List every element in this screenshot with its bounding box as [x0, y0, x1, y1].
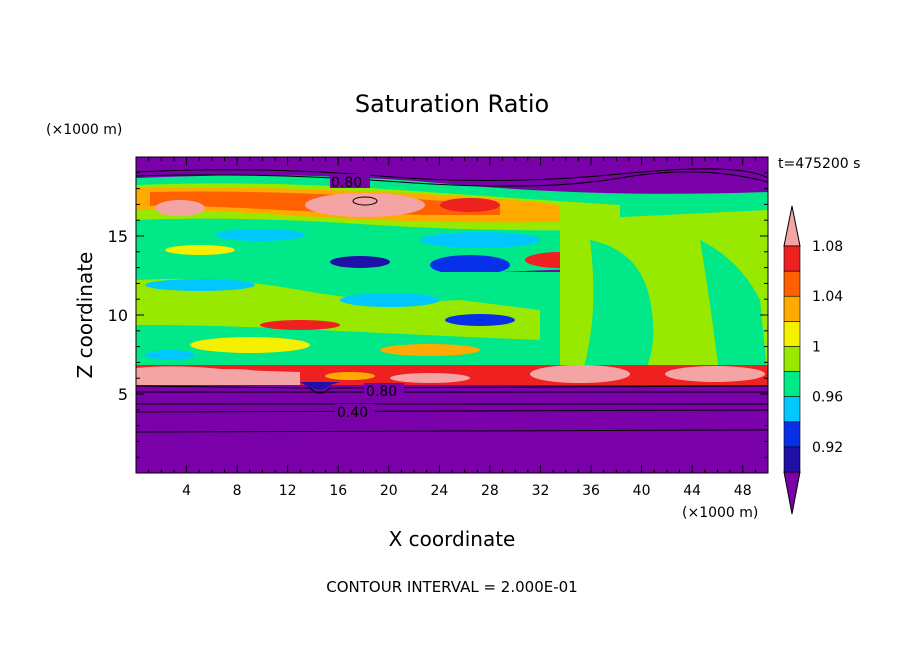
contour-interval-note: CONTOUR INTERVAL = 2.000E-01 [326, 578, 577, 596]
chart-title: Saturation Ratio [355, 90, 549, 118]
colorbar-segment [783, 295, 801, 322]
colorbar-segment [783, 446, 801, 473]
x-axis: 4 8 12 16 20 24 28 32 36 40 44 48 [148, 157, 756, 499]
y-unit-label: (×1000 m) [46, 122, 122, 138]
field-layers [136, 157, 768, 473]
colorbar-segment [783, 245, 801, 272]
y-axis: 5 10 15 [108, 172, 768, 458]
contour-labels: 0.80 0.80 0.40 [330, 174, 404, 421]
contour-label-top: 0.80 [331, 175, 362, 191]
colorbar-segment [783, 396, 801, 423]
x-axis-title: X coordinate [389, 527, 516, 551]
x-tick-label: 32 [532, 483, 550, 499]
colorbar-segment [783, 346, 801, 372]
y-tick-label: 10 [108, 306, 128, 325]
colorbar-segment [783, 421, 801, 448]
x-tick-label: 24 [430, 483, 448, 499]
x-tick-label: 16 [329, 483, 347, 499]
x-tick-label: 4 [182, 483, 191, 499]
contour-label-mid: 0.80 [366, 384, 397, 400]
colorbar: 0.92 0.96 1 1.04 1.08 [783, 205, 843, 515]
colorbar-level-label: 1.04 [812, 289, 843, 305]
time-label: t=475200 s [778, 156, 860, 172]
x-tick-label: 8 [233, 483, 242, 499]
colorbar-max-arrow [783, 205, 801, 247]
y-tick-label: 15 [108, 227, 128, 246]
contour-label-low: 0.40 [337, 405, 368, 421]
x-unit-label: (×1000 m) [682, 505, 758, 521]
x-tick-label: 12 [279, 483, 297, 499]
x-tick-label: 28 [481, 483, 499, 499]
colorbar-level-label: 0.92 [812, 440, 843, 456]
colorbar-level-label: 1.08 [812, 239, 843, 255]
colorbar-segment [783, 321, 801, 347]
colorbar-level-label: 1 [812, 339, 821, 355]
x-tick-label: 36 [582, 483, 600, 499]
contour-lines [135, 168, 769, 433]
colorbar-segment [783, 270, 801, 297]
x-tick-label: 40 [633, 483, 651, 499]
x-tick-label: 48 [734, 483, 752, 499]
y-tick-label: 5 [118, 385, 128, 404]
colorbar-min-arrow [783, 471, 801, 515]
x-tick-label: 44 [683, 483, 701, 499]
x-tick-label: 20 [380, 483, 398, 499]
colorbar-segment [783, 371, 801, 397]
colorbar-level-label: 0.96 [812, 390, 843, 406]
y-axis-title: Z coordinate [73, 252, 97, 379]
